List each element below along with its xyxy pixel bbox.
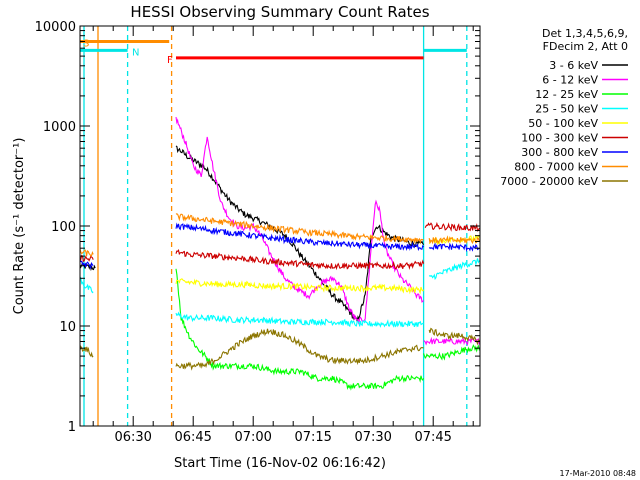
- series-line: [423, 344, 481, 361]
- legend-item-label: 6 - 12 keV: [542, 74, 598, 87]
- series-line: [428, 235, 481, 245]
- legend-item-label: 100 - 300 keV: [521, 132, 598, 145]
- flag-label: S: [83, 38, 89, 49]
- flag-label: F: [167, 55, 173, 66]
- legend-item-label: 50 - 100 keV: [528, 117, 598, 130]
- legend-item-label: 12 - 25 keV: [535, 88, 598, 101]
- series-line: [175, 311, 424, 328]
- legend-header: Det 1,3,4,5,6,9,FDecim 2, Att 0: [542, 27, 628, 53]
- flag-label: N: [132, 47, 139, 58]
- series-line: [175, 249, 425, 271]
- legend-header-line: Det 1,3,4,5,6,9,: [542, 27, 628, 40]
- plot-area: S N F: [79, 26, 481, 426]
- series-line: [175, 268, 425, 391]
- series-line: [428, 327, 481, 346]
- x-tick-label: 07:45: [414, 430, 451, 445]
- series-line: [428, 242, 481, 253]
- series-line: [175, 328, 424, 371]
- x-tick-label: 07:15: [294, 430, 331, 445]
- vertical-markers: [83, 26, 468, 426]
- legend-item-label: 800 - 7000 keV: [514, 161, 598, 174]
- legend-header-line: FDecim 2, Att 0: [543, 40, 628, 53]
- series-line: [175, 213, 424, 245]
- y-tick-label: 1: [68, 420, 76, 435]
- x-axis: 06:30 06:45 07:00 07:15 07:30 07:45: [92, 26, 474, 445]
- y-axis: 1 10 100 1000 10000: [35, 20, 480, 435]
- series-line: [79, 276, 94, 294]
- chart-title: HESSI Observing Summary Count Rates: [130, 3, 429, 21]
- series-line: [79, 249, 94, 257]
- series-line: [79, 345, 94, 358]
- series-lines: [79, 117, 481, 391]
- series-line: [428, 258, 481, 280]
- y-tick-label: 10000: [35, 20, 76, 35]
- x-tick-label: 07:30: [354, 430, 391, 445]
- x-tick-label: 06:30: [114, 430, 151, 445]
- legend-item-label: 25 - 50 keV: [535, 103, 598, 116]
- plot-frame: [79, 25, 481, 427]
- attenuator-flags: S N F: [80, 38, 467, 66]
- y-axis-label: Count Rate (s⁻¹ detector⁻¹): [12, 138, 27, 315]
- y-tick-label: 10: [59, 320, 76, 335]
- legend-item-label: 300 - 800 keV: [521, 146, 598, 159]
- x-axis-label: Start Time (16-Nov-02 06:16:42): [174, 456, 386, 471]
- series-line: [175, 278, 424, 295]
- x-tick-label: 06:45: [174, 430, 211, 445]
- series-line: [79, 260, 94, 270]
- legend-item-label: 3 - 6 keV: [549, 59, 598, 72]
- legend-item-label: 7000 - 20000 keV: [500, 175, 598, 188]
- series-line: [175, 222, 424, 251]
- series-line: [175, 117, 424, 325]
- y-tick-label: 1000: [43, 120, 76, 135]
- x-tick-label: 07:00: [234, 430, 271, 445]
- y-tick-label: 100: [51, 220, 76, 235]
- series-line: [423, 336, 481, 346]
- footer-date: 17-Mar-2010 08:48: [560, 469, 637, 478]
- series-line: [424, 221, 481, 232]
